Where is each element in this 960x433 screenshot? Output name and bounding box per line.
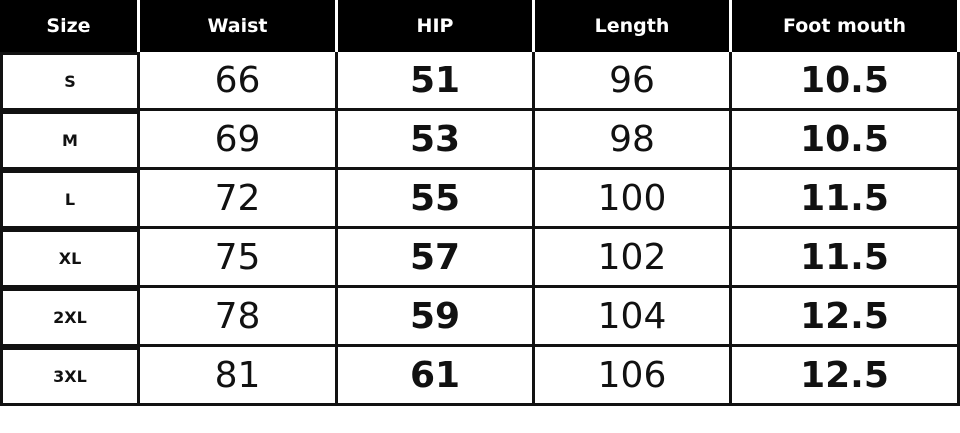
- header-cell: Foot mouth: [732, 0, 960, 52]
- measurement: 11.5: [732, 229, 960, 288]
- measurement: 66: [140, 52, 338, 111]
- measurement: 98: [535, 111, 732, 170]
- measurement: 102: [535, 229, 732, 288]
- measurement: 72: [140, 170, 338, 229]
- measurement: 51: [338, 52, 535, 111]
- measurement: 55: [338, 170, 535, 229]
- size-label: 3XL: [0, 347, 140, 406]
- size-label: M: [0, 111, 140, 170]
- measurement: 59: [338, 288, 535, 347]
- size-label: 2XL: [0, 288, 140, 347]
- measurement: 106: [535, 347, 732, 406]
- measurement: 11.5: [732, 170, 960, 229]
- measurement: 69: [140, 111, 338, 170]
- measurement: 75: [140, 229, 338, 288]
- size-label: S: [0, 52, 140, 111]
- header-cell: Waist: [140, 0, 338, 52]
- measurement: 10.5: [732, 52, 960, 111]
- measurement: 53: [338, 111, 535, 170]
- measurement: 96: [535, 52, 732, 111]
- size-label: L: [0, 170, 140, 229]
- measurement: 61: [338, 347, 535, 406]
- measurement: 10.5: [732, 111, 960, 170]
- measurement: 12.5: [732, 288, 960, 347]
- measurement: 57: [338, 229, 535, 288]
- size-label: XL: [0, 229, 140, 288]
- measurement: 81: [140, 347, 338, 406]
- header-cell: Size: [0, 0, 140, 52]
- header-cell: Length: [535, 0, 732, 52]
- header-cell: HIP: [338, 0, 535, 52]
- measurement: 104: [535, 288, 732, 347]
- measurement: 78: [140, 288, 338, 347]
- measurement: 12.5: [732, 347, 960, 406]
- measurement: 100: [535, 170, 732, 229]
